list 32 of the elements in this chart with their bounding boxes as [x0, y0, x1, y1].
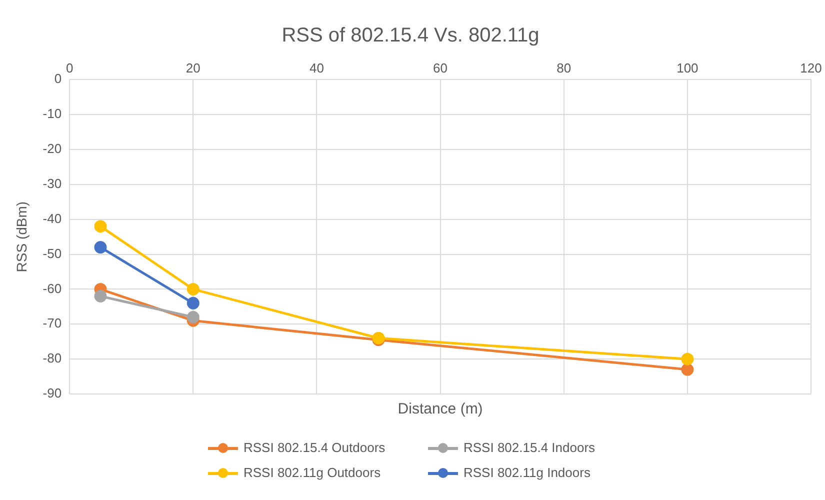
- x-tick-label: 80: [556, 60, 572, 76]
- y-tick-label: -50: [42, 246, 62, 261]
- y-tick-label: 0: [54, 71, 62, 86]
- x-tick-label: 0: [66, 60, 74, 76]
- x-axis-title: Distance (m): [398, 400, 483, 418]
- x-tick-label: 120: [800, 60, 822, 76]
- y-tick-label: -40: [42, 210, 62, 226]
- y-tick-label: -90: [42, 386, 62, 401]
- y-tick-label: -20: [42, 141, 62, 156]
- point: [94, 241, 107, 254]
- chart-title: RSS of 802.15.4 Vs. 802.11g: [282, 24, 540, 47]
- y-axis-title: RSS (dBm): [13, 201, 30, 272]
- y-tick-label: -10: [42, 106, 62, 122]
- x-tick-label: 100: [676, 60, 698, 76]
- y-tick-label: -30: [42, 176, 62, 191]
- point: [186, 310, 200, 324]
- legend-label: RSSI 802.11g Outdoors: [244, 465, 381, 480]
- y-tick-label: -80: [42, 350, 62, 366]
- y-tick-label: -70: [42, 316, 62, 331]
- point: [681, 352, 694, 366]
- legend-label: RSSI 802.15.4 Outdoors: [244, 440, 386, 455]
- y-tick-label: -60: [42, 280, 62, 296]
- point: [186, 296, 200, 310]
- legend-label: RSSI 802.15.4 Indoors: [464, 440, 596, 455]
- point: [681, 363, 694, 376]
- point: [94, 290, 107, 302]
- x-tick-label: 40: [309, 60, 324, 76]
- legend-label: RSSI 802.11g Indoors: [464, 465, 590, 480]
- x-tick-label: 20: [186, 60, 200, 76]
- point: [94, 220, 107, 233]
- point: [186, 282, 200, 296]
- x-tick-label: 60: [433, 60, 448, 76]
